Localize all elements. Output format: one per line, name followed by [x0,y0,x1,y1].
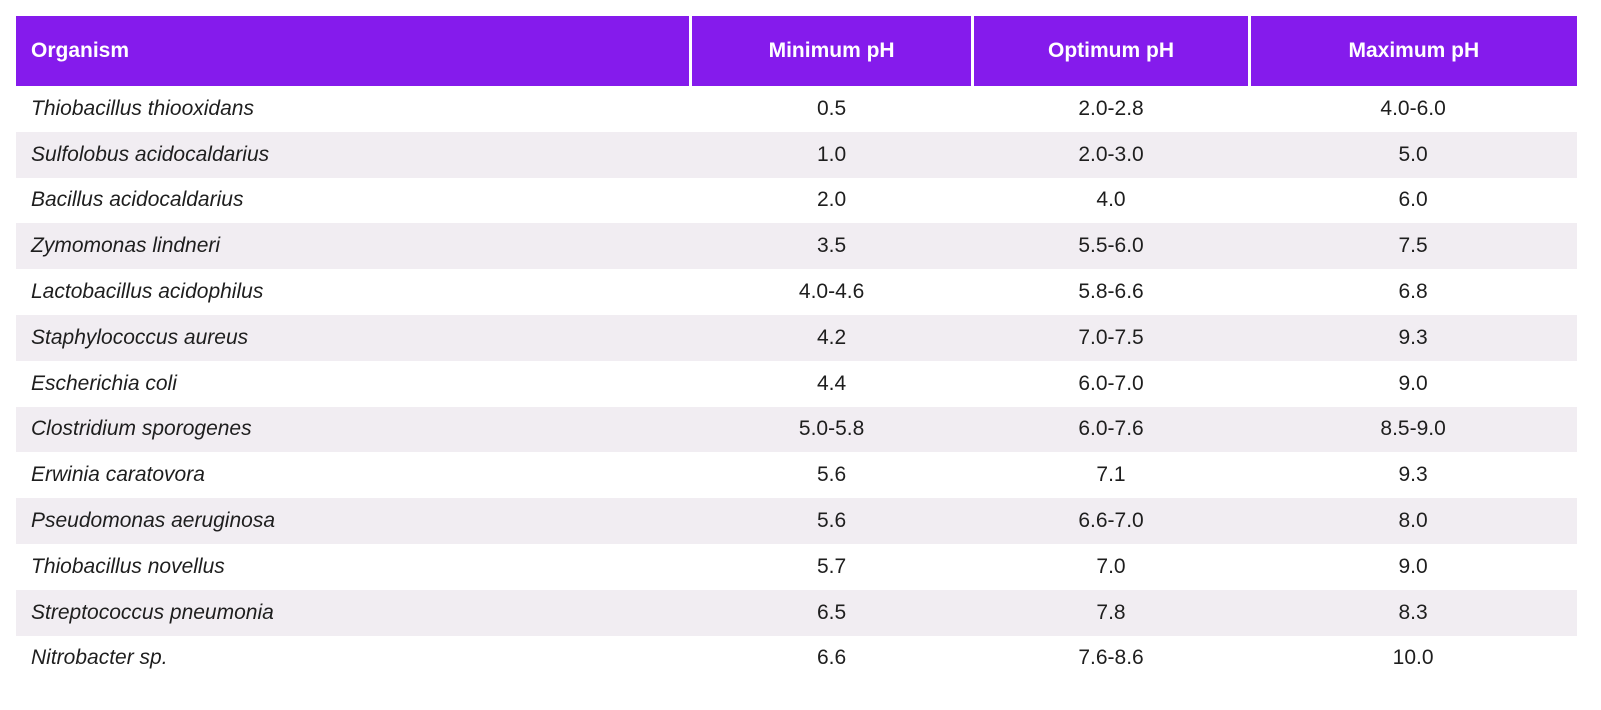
optimum-ph-cell: 7.6-8.6 [1078,646,1144,670]
organism-cell: Clostridium sporogenes [31,417,252,441]
table-row: Pseudomonas aeruginosa 5.6 6.6-7.0 8.0 [16,498,1577,544]
organism-cell: Zymomonas lindneri [31,234,221,258]
table-row: Zymomonas lindneri 3.5 5.5-6.0 7.5 [16,223,1577,270]
optimum-ph-cell: 6.0-7.0 [1078,371,1144,395]
optimum-ph-cell: 5.5-6.0 [1078,234,1144,258]
organism-cell: Thiobacillus novellus [31,554,225,578]
col-header-optimum-ph: Optimum pH [972,16,1251,86]
optimum-ph-cell: 7.8 [1096,600,1126,624]
maximum-ph-cell: 9.0 [1398,554,1428,578]
maximum-ph-cell: 5.0 [1398,142,1428,166]
maximum-ph-cell: 9.0 [1398,371,1428,395]
maximum-ph-cell: 6.0 [1398,188,1428,212]
minimum-ph-cell: 5.6 [817,463,847,487]
maximum-ph-cell: 9.3 [1398,325,1428,349]
ph-table: Organism Minimum pH Optimum pH Maximum p… [16,16,1577,682]
table-row: Bacillus acidocaldarius 2.0 4.0 6.0 [16,177,1577,224]
organism-cell: Thiobacillus thiooxidans [31,96,254,120]
maximum-ph-cell: 8.0 [1398,509,1428,533]
minimum-ph-cell: 0.5 [817,96,847,120]
organism-cell: Staphylococcus aureus [31,325,249,349]
optimum-ph-cell: 2.0-2.8 [1078,96,1144,120]
organism-cell: Pseudomonas aeruginosa [31,509,276,533]
table-row: Thiobacillus novellus 5.7 7.0 9.0 [16,543,1577,590]
maximum-ph-cell: 8.5-9.0 [1380,417,1446,441]
optimum-ph-cell: 7.0 [1096,554,1126,578]
optimum-ph-cell: 6.0-7.6 [1078,417,1144,441]
maximum-ph-cell: 9.3 [1398,463,1428,487]
col-header-minimum-ph: Minimum pH [690,16,975,86]
col-header-maximum-ph: Maximum pH [1249,16,1577,86]
organism-cell: Sulfolobus acidocaldarius [31,142,270,166]
header-row: Organism Minimum pH Optimum pH Maximum p… [16,16,1577,86]
maximum-ph-cell: 10.0 [1392,646,1434,670]
table-row: Staphylococcus aureus 4.2 7.0-7.5 9.3 [16,314,1577,361]
minimum-ph-cell: 5.6 [817,509,847,533]
minimum-ph-cell: 6.5 [817,600,847,624]
optimum-ph-cell: 6.6-7.0 [1078,509,1144,533]
minimum-ph-cell: 4.4 [817,371,847,395]
organism-cell: Bacillus acidocaldarius [31,188,244,212]
organism-cell: Nitrobacter sp. [31,646,168,670]
minimum-ph-cell: 5.7 [817,554,847,578]
organism-cell: Streptococcus pneumonia [31,600,274,624]
maximum-ph-cell: 6.8 [1398,280,1428,304]
table-row: Nitrobacter sp. 6.6 7.6-8.6 10.0 [16,635,1577,682]
optimum-ph-cell: 4.0 [1096,188,1126,212]
optimum-ph-cell: 7.0-7.5 [1078,325,1144,349]
table-row: Sulfolobus acidocaldarius 1.0 2.0-3.0 5.0 [16,131,1577,178]
ph-table-body: Thiobacillus thiooxidans 0.5 2.0-2.8 4.0-6.… [16,86,1577,682]
minimum-ph-cell: 4.0-4.6 [798,280,865,304]
maximum-ph-cell: 8.3 [1398,600,1428,624]
minimum-ph-cell: 5.0-5.8 [798,417,865,441]
table-row: Thiobacillus thiooxidans 0.5 2.0-2.8 4.0-6.… [16,86,1577,132]
table-row: Lactobacillus acidophilus 4.0-4.6 5.8-6.6 6… [16,269,1577,315]
minimum-ph-cell: 1.0 [817,142,847,166]
organism-cell: Erwinia caratovora [31,463,205,487]
organism-cell: Lactobacillus acidophilus [31,280,264,304]
minimum-ph-cell: 6.6 [817,646,847,670]
organism-cell: Escherichia coli [31,371,177,395]
col-header-organism: Organism [16,16,692,86]
table-row: Clostridium sporogenes 5.0-5.8 6.0-7.6 8.5-… [16,406,1577,453]
optimum-ph-cell: 2.0-3.0 [1078,142,1144,166]
minimum-ph-cell: 3.5 [817,234,847,258]
table-row: Streptococcus pneumonia 6.5 7.8 8.3 [16,589,1577,636]
optimum-ph-cell: 7.1 [1096,463,1126,487]
table-row: Erwinia caratovora 5.6 7.1 9.3 [16,452,1577,499]
maximum-ph-cell: 4.0-6.0 [1380,96,1446,120]
optimum-ph-cell: 5.8-6.6 [1078,280,1144,304]
table-row: Escherichia coli 4.4 6.0-7.0 9.0 [16,360,1577,407]
maximum-ph-cell: 7.5 [1398,234,1428,258]
minimum-ph-cell: 2.0 [817,188,847,212]
minimum-ph-cell: 4.2 [817,325,847,349]
